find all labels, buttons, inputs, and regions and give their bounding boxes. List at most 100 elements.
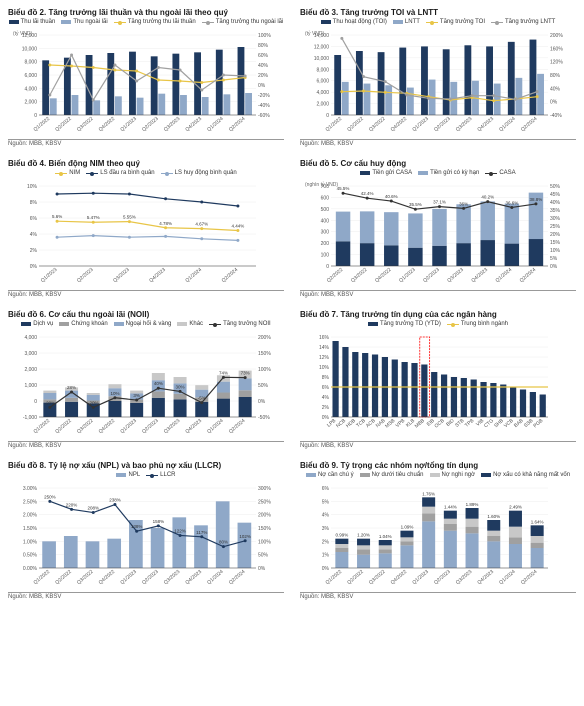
svg-text:Q2/2023: Q2/2023 [422,267,441,284]
svg-text:1%: 1% [322,553,330,559]
svg-text:Q4/2022: Q4/2022 [374,267,393,284]
svg-text:40.2%: 40.2% [481,195,494,200]
svg-text:-1,000: -1,000 [23,415,37,421]
svg-text:Q3/2023: Q3/2023 [455,569,474,586]
chart-plot: 0.00%0.50%1.00%1.50%2.00%2.50%3.00%0%50%… [8,480,284,590]
svg-text:2,000: 2,000 [316,102,329,108]
svg-text:Q2/2022: Q2/2022 [346,116,365,133]
chart-plot: 0%2%4%6%8%10%12%14%16%LPBNCBHDBTCBACBNAB… [300,329,576,439]
svg-text:2%: 2% [322,539,330,545]
svg-text:5.6%: 5.6% [52,214,62,219]
svg-text:45.5%: 45.5% [337,186,350,191]
chart-source: Nguồn: MBB, KBSV [300,592,576,600]
svg-text:0.99%: 0.99% [335,533,348,538]
svg-text:10,000: 10,000 [314,56,330,62]
svg-text:28%: 28% [67,385,76,390]
svg-text:5%: 5% [550,256,558,262]
svg-text:Q4/2023: Q4/2023 [184,116,203,133]
svg-text:10%: 10% [110,391,119,396]
svg-text:1,000: 1,000 [24,383,37,389]
svg-text:1.20%: 1.20% [357,533,370,538]
svg-text:Q3/2022: Q3/2022 [368,569,387,586]
svg-text:138%: 138% [131,524,143,529]
svg-text:80%: 80% [219,540,228,545]
svg-text:Q1/2023: Q1/2023 [40,267,59,284]
svg-text:200%: 200% [258,513,271,519]
svg-text:100%: 100% [258,367,271,373]
chart-legend: Tiền gửi CASATiền gửi có kỳ hạnCASA [300,170,576,176]
chart-plot: 0%1%2%3%4%5%6%0.99%1.20%1.04%1.09%1.76%1… [300,480,576,590]
svg-text:1.04%: 1.04% [379,534,392,539]
svg-text:2,000: 2,000 [24,367,37,373]
svg-text:600: 600 [321,195,330,201]
svg-text:10%: 10% [319,365,330,371]
svg-text:Q4/2023: Q4/2023 [184,418,203,435]
svg-text:250%: 250% [44,494,56,499]
svg-text:200: 200 [321,241,330,247]
chart-source: Nguồn: MBB, KBSV [300,139,576,147]
svg-text:120%: 120% [550,60,563,66]
svg-text:-5%: -5% [198,396,206,401]
svg-text:60%: 60% [258,53,269,59]
chart-plot: 01002003004005006007000%5%10%15%20%25%30… [300,178,576,288]
svg-text:Q4/2022: Q4/2022 [98,418,117,435]
svg-text:1.89%: 1.89% [466,502,479,507]
svg-text:Q4/2023: Q4/2023 [476,569,495,586]
svg-text:200%: 200% [550,33,563,39]
svg-text:500: 500 [321,207,330,213]
svg-text:Q1/2024: Q1/2024 [206,116,225,133]
svg-text:36%: 36% [459,201,468,206]
svg-text:1.64%: 1.64% [531,519,544,524]
svg-text:5.47%: 5.47% [87,215,100,220]
chart-panel-c8: Biểu đồ 8. Tỷ lệ nợ xấu (NPL) và bao phủ… [8,461,284,600]
svg-text:4,000: 4,000 [316,90,329,96]
svg-text:Q4/2022: Q4/2022 [98,116,117,133]
svg-text:0%: 0% [322,566,330,572]
svg-text:50%: 50% [258,553,269,559]
svg-text:3%: 3% [133,393,140,398]
svg-text:4%: 4% [322,395,330,401]
svg-text:160%: 160% [550,46,563,52]
svg-text:-20%: -20% [88,400,99,405]
svg-text:2%: 2% [30,248,38,254]
svg-text:0%: 0% [258,83,266,89]
svg-text:-20%: -20% [45,400,56,405]
svg-text:4.67%: 4.67% [195,222,208,227]
svg-text:150%: 150% [258,526,271,532]
svg-text:30%: 30% [550,216,561,222]
svg-text:Q2/2023: Q2/2023 [141,569,160,586]
svg-text:Q2/2022: Q2/2022 [346,569,365,586]
chart-legend: NIMLS đầu ra bình quânLS huy động bình q… [8,170,284,176]
svg-text:0.50%: 0.50% [23,553,38,559]
svg-text:0.00%: 0.00% [23,566,38,572]
svg-text:Q2/2022: Q2/2022 [54,116,73,133]
chart-title: Biểu đồ 8. Tỷ lệ nợ xấu (NPL) và bao phủ… [8,461,284,470]
svg-text:Q1/2023: Q1/2023 [398,267,417,284]
svg-text:4,000: 4,000 [24,86,37,92]
svg-text:16%: 16% [319,335,330,341]
svg-text:Q4/2023: Q4/2023 [470,267,489,284]
svg-text:0: 0 [326,264,329,270]
svg-text:80%: 80% [550,73,561,79]
svg-text:50%: 50% [258,383,269,389]
svg-text:6,000: 6,000 [24,73,37,79]
svg-text:Q3/2022: Q3/2022 [76,569,95,586]
svg-text:1.00%: 1.00% [23,539,38,545]
svg-text:100: 100 [321,253,330,259]
svg-text:4.78%: 4.78% [159,221,172,226]
svg-text:2.50%: 2.50% [23,499,38,505]
svg-text:8%: 8% [322,375,330,381]
svg-text:MBB: MBB [414,418,427,430]
svg-text:-60%: -60% [258,113,270,119]
chart-title: Biểu đồ 9. Tỷ trọng các nhóm nợ/tổng tín… [300,461,576,470]
svg-text:50%: 50% [550,184,561,190]
chart-title: Biểu đồ 7. Tăng trưởng tín dụng của các … [300,310,576,319]
svg-text:Q3/2022: Q3/2022 [76,116,95,133]
svg-text:12,000: 12,000 [314,44,330,50]
svg-text:5.55%: 5.55% [123,215,136,220]
svg-text:158%: 158% [153,519,165,524]
svg-text:0: 0 [326,113,329,119]
chart-source: Nguồn: MBB, KBSV [8,290,284,298]
svg-text:1.09%: 1.09% [401,525,414,530]
svg-text:220%: 220% [66,502,78,507]
